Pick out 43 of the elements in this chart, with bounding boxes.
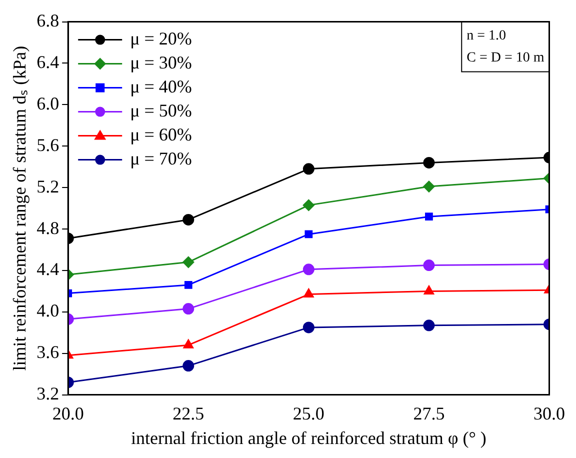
x-tick-label: 25.0 bbox=[292, 403, 324, 424]
x-tick-label: 27.5 bbox=[413, 403, 445, 424]
point bbox=[184, 281, 192, 289]
legend-label: μ = 20% bbox=[130, 28, 192, 49]
point bbox=[423, 260, 435, 272]
y-axis-title: limit reinforcement range of stratum dₛ (kPa) bbox=[10, 46, 30, 371]
legend-label: μ = 30% bbox=[130, 52, 192, 73]
point bbox=[423, 320, 435, 332]
point bbox=[182, 256, 194, 268]
point bbox=[182, 360, 194, 372]
x-tick-label: 30.0 bbox=[534, 403, 565, 424]
legend-label: μ = 50% bbox=[130, 100, 192, 121]
legend-label: μ = 40% bbox=[130, 76, 192, 97]
legend-label: μ = 70% bbox=[130, 148, 192, 169]
x-tick-label: 20.0 bbox=[52, 403, 84, 424]
annotation: n = 1.0 bbox=[466, 28, 506, 44]
y-tick-label: 4.0 bbox=[36, 300, 60, 321]
x-tick-label: 22.5 bbox=[172, 403, 204, 424]
point bbox=[425, 212, 433, 221]
y-tick-label: 4.4 bbox=[36, 259, 60, 280]
point bbox=[302, 199, 314, 211]
point bbox=[302, 322, 314, 334]
y-tick-label: 6.4 bbox=[36, 52, 60, 72]
legend-label: μ = 60% bbox=[130, 124, 192, 145]
x-axis-title: internal friction angle of reinforced stratum φ (° ) bbox=[130, 428, 486, 448]
y-tick-label: 6.8 bbox=[36, 10, 60, 31]
y-tick-label: 6.0 bbox=[36, 93, 60, 114]
annotation: C = D = 10 m bbox=[466, 50, 544, 66]
point bbox=[302, 264, 314, 276]
point bbox=[304, 230, 313, 238]
point bbox=[182, 303, 194, 315]
y-tick-label: 5.6 bbox=[36, 134, 60, 155]
point bbox=[302, 163, 314, 175]
y-tick-label: 3.2 bbox=[36, 384, 60, 404]
point bbox=[423, 180, 435, 192]
y-tick-label: 3.6 bbox=[36, 342, 60, 362]
point bbox=[183, 339, 194, 348]
point bbox=[304, 288, 314, 298]
y-tick-label: 5.2 bbox=[36, 176, 60, 196]
y-tick-label: 4.8 bbox=[36, 218, 60, 238]
point bbox=[182, 214, 194, 226]
point bbox=[424, 285, 434, 294]
point bbox=[423, 156, 435, 168]
